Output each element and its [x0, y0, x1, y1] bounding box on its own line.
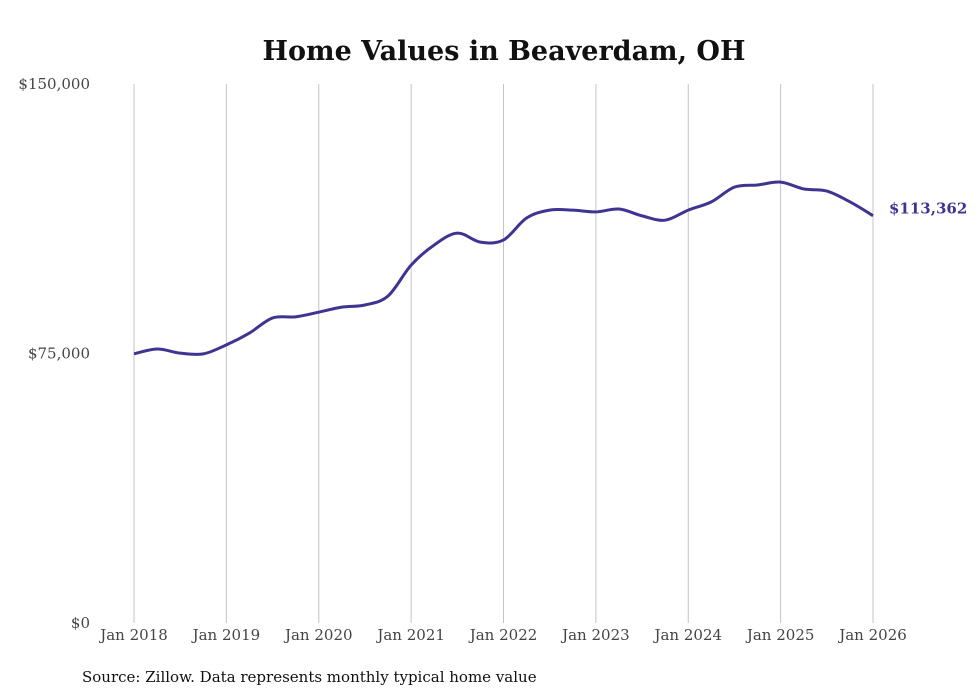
x-tick-label: Jan 2021	[375, 626, 445, 644]
y-tick-label: $0	[71, 614, 90, 632]
x-tick-label: Jan 2022	[468, 626, 538, 644]
x-tick-label: Jan 2019	[191, 626, 261, 644]
x-tick-label: Jan 2023	[560, 626, 630, 644]
x-tick-label: Jan 2025	[745, 626, 815, 644]
x-tick-label: Jan 2020	[283, 626, 353, 644]
series-line	[133, 180, 874, 356]
source-note: Source: Zillow. Data represents monthly …	[82, 668, 537, 686]
gridlines	[133, 84, 874, 623]
y-tick-label: $150,000	[18, 75, 90, 93]
x-tick-label: Jan 2018	[98, 626, 168, 644]
x-tick-label: Jan 2026	[837, 626, 907, 644]
series-lines	[133, 180, 874, 356]
x-axis-ticks: Jan 2018 Jan 2019 Jan 2020 Jan 2021 Jan 2022…	[98, 626, 907, 644]
y-axis-ticks: $0 $75,000 $150,000	[18, 75, 90, 632]
chart-title: Home Values in Beaverdam, OH	[263, 36, 746, 67]
end-value-label: $113,362	[889, 200, 967, 218]
y-tick-label: $75,000	[28, 345, 90, 363]
x-tick-label: Jan 2024	[652, 626, 722, 644]
